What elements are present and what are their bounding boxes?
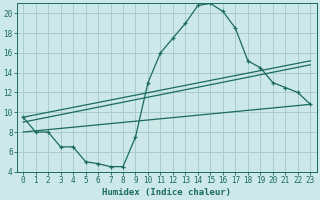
X-axis label: Humidex (Indice chaleur): Humidex (Indice chaleur)	[102, 188, 231, 197]
